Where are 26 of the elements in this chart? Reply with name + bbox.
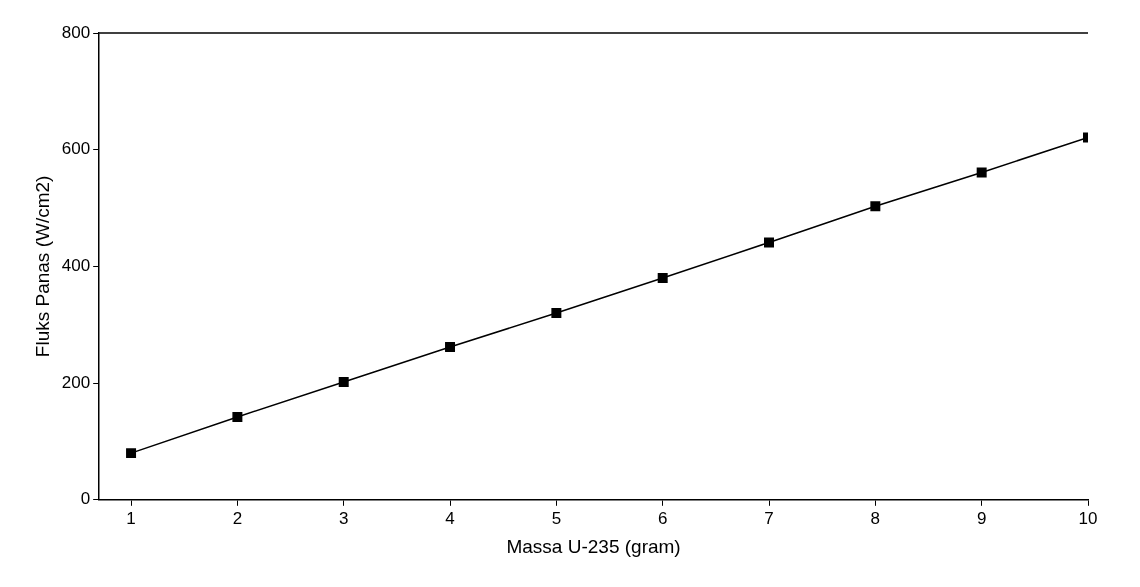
point [126, 448, 137, 459]
point [870, 201, 881, 212]
point [551, 308, 562, 319]
y-tick-label: 400 [61, 256, 91, 276]
point [232, 411, 243, 422]
x-tick-label: 9 [976, 508, 987, 528]
x-tick-label: 1 [126, 508, 136, 528]
x-tick-label: 10 [1078, 508, 1098, 528]
x-axis-title: Massa U-235 (gram) [506, 535, 681, 557]
y-tick-label: 800 [61, 22, 91, 42]
point [657, 273, 668, 284]
y-axis-title: Fluks Panas (W/cm2) [31, 175, 53, 358]
point [764, 237, 775, 248]
x-tick-label: 8 [870, 508, 881, 528]
y-tick-label: 200 [61, 372, 91, 392]
x-tick-label: 5 [551, 508, 562, 528]
x-tick-label: 3 [338, 508, 349, 528]
point [445, 341, 456, 352]
y-tick-label: 600 [61, 139, 91, 159]
point [976, 167, 987, 178]
x-tick-label: 6 [657, 508, 668, 528]
x-tick-label: 4 [445, 508, 455, 528]
point [338, 376, 349, 387]
y-tick-label: 0 [80, 489, 91, 509]
x-tick-label: 7 [764, 508, 774, 528]
x-tick-label: 2 [232, 508, 243, 528]
